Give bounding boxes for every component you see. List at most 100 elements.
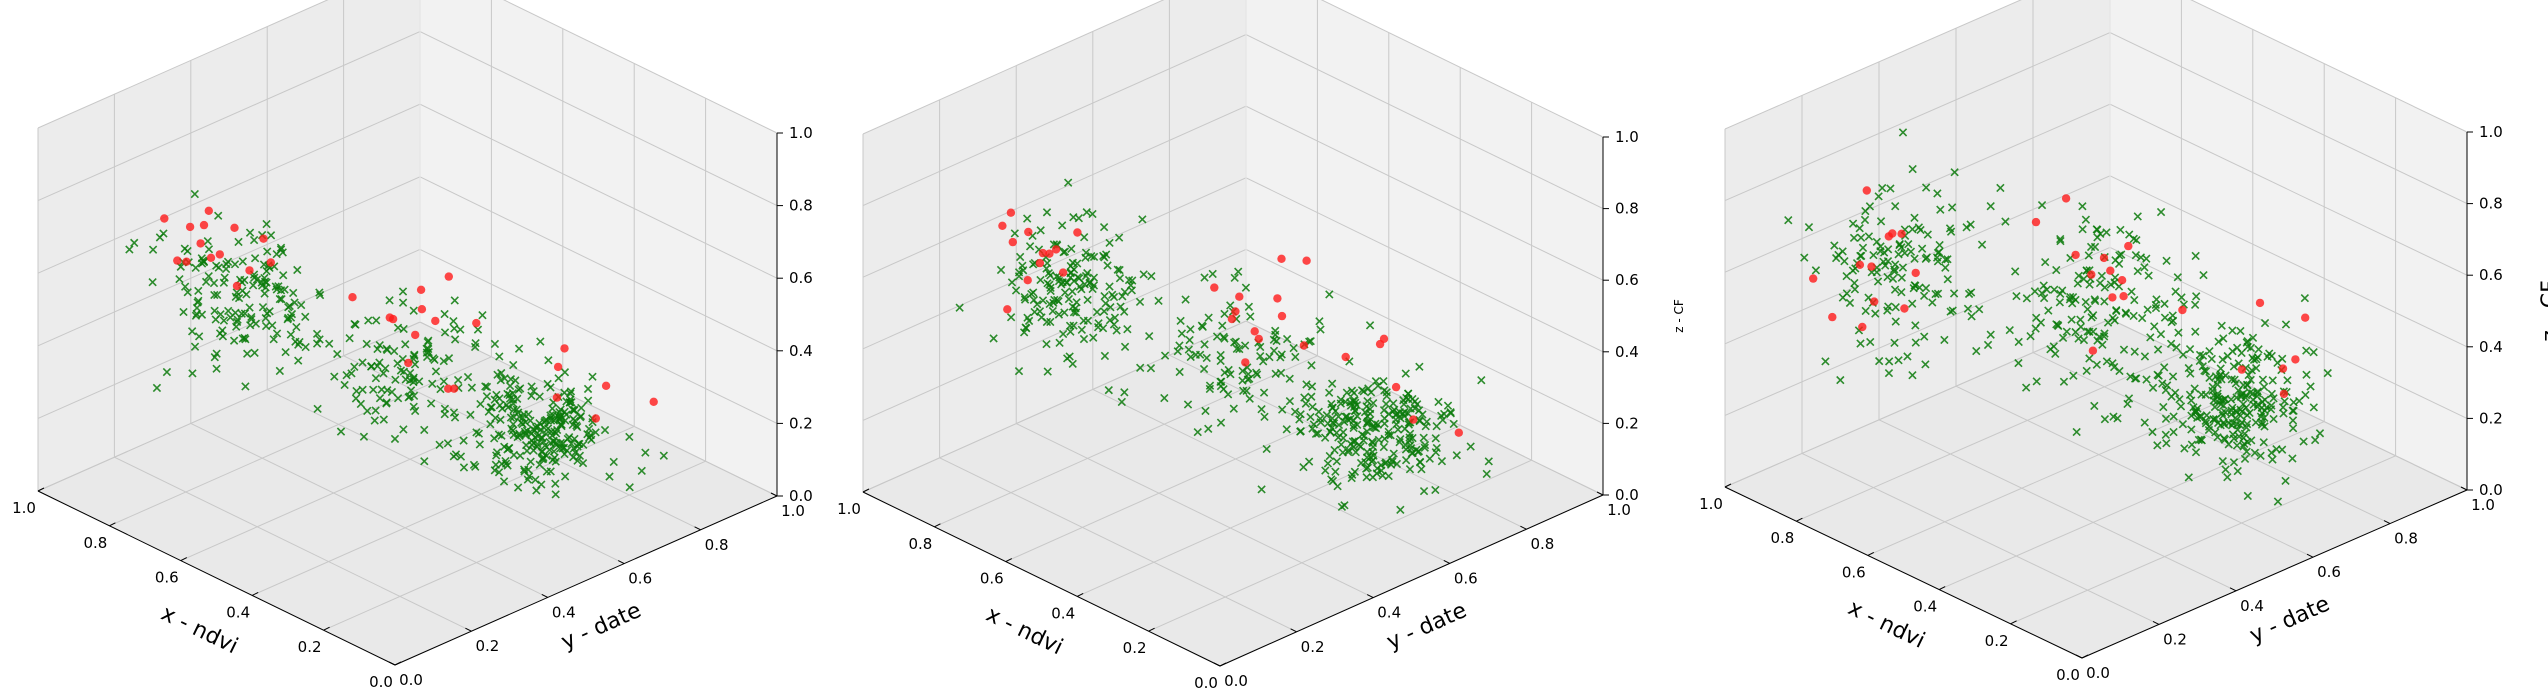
- y-tick-label: 0.4: [2240, 597, 2264, 615]
- data-point-cross: [1323, 459, 1333, 468]
- data-point-cross: [569, 406, 579, 415]
- data-point-cross: [191, 263, 200, 272]
- data-point-cross: [247, 312, 256, 322]
- data-point-dot: [2291, 355, 2300, 364]
- data-point-cross: [1910, 254, 1919, 263]
- x-tick-mark: [1148, 627, 1155, 632]
- data-point-cross: [1201, 406, 1210, 416]
- pane-left: [38, 0, 420, 491]
- data-point-cross: [1285, 396, 1295, 406]
- data-point-cross: [1948, 306, 1957, 315]
- data-point-cross: [558, 444, 567, 453]
- data-point-cross: [399, 324, 408, 334]
- data-point-dot: [1809, 274, 1818, 283]
- series-cross: [955, 178, 1493, 514]
- y-tick-label: 0.6: [2317, 563, 2341, 581]
- data-point-cross: [1921, 283, 1931, 293]
- data-point-cross: [456, 325, 465, 334]
- data-point-cross: [1120, 388, 1129, 397]
- data-point-cross: [187, 327, 197, 336]
- data-point-cross: [1845, 298, 1855, 308]
- data-point-cross: [1036, 275, 1045, 285]
- gridline-z: [37, 0, 778, 134]
- data-point-cross: [2127, 287, 2136, 296]
- data-point-dot: [1302, 256, 1311, 265]
- data-point-cross: [573, 442, 582, 451]
- data-point-cross: [294, 356, 303, 365]
- data-point-dot: [182, 257, 191, 266]
- x-tick-mark: [37, 487, 45, 492]
- data-point-cross: [2218, 457, 2227, 466]
- data-point-cross: [2058, 333, 2068, 343]
- data-point-cross: [369, 385, 378, 394]
- data-point-cross: [1856, 233, 1866, 242]
- data-point-cross: [1378, 471, 1387, 480]
- data-point-cross: [1869, 250, 1878, 260]
- data-point-cross: [2115, 251, 2124, 260]
- data-point-cross: [313, 404, 322, 414]
- data-point-cross: [1908, 164, 1917, 174]
- data-point-cross: [1350, 437, 1360, 446]
- data-point-cross: [1115, 265, 1124, 275]
- data-point-cross: [1021, 323, 1030, 332]
- data-point-cross: [565, 398, 575, 407]
- data-point-cross: [513, 432, 522, 442]
- data-point-cross: [1093, 323, 1103, 332]
- data-point-cross: [1060, 247, 1070, 256]
- data-point-cross: [1986, 202, 1995, 211]
- data-point-cross: [996, 265, 1006, 275]
- x-tick-label: 0.8: [1770, 529, 1794, 547]
- data-point-cross: [2210, 402, 2220, 412]
- data-point-cross: [2148, 427, 2157, 437]
- data-point-cross: [2273, 497, 2283, 506]
- data-point-cross: [2280, 397, 2289, 406]
- data-point-cross: [1396, 505, 1405, 514]
- data-point-cross: [1857, 251, 1866, 261]
- data-point-cross: [2156, 207, 2166, 217]
- data-point-cross: [1204, 313, 1213, 322]
- data-point-cross: [549, 436, 558, 445]
- data-point-cross: [1861, 206, 1870, 216]
- data-point-cross: [2097, 271, 2107, 281]
- data-point-cross: [2100, 283, 2109, 292]
- data-point-cross: [1291, 352, 1300, 362]
- data-point-cross: [1379, 442, 1388, 452]
- data-point-cross: [342, 371, 351, 380]
- data-point-cross: [1906, 247, 1916, 256]
- data-point-cross: [1348, 437, 1358, 446]
- data-point-cross: [1259, 388, 1269, 397]
- data-point-cross: [2150, 322, 2159, 331]
- data-point-cross: [379, 415, 388, 424]
- z-tick-label: 1.0: [789, 124, 813, 142]
- data-point-cross: [2268, 376, 2277, 385]
- data-point-cross: [1307, 382, 1317, 391]
- data-point-cross: [1903, 352, 1912, 361]
- data-point-dot: [552, 393, 562, 402]
- data-point-cross: [1890, 265, 1899, 274]
- x-tick-mark: [1796, 517, 1803, 522]
- data-point-cross: [2055, 298, 2065, 307]
- data-point-cross: [2213, 433, 2222, 442]
- data-point-cross: [2005, 325, 2014, 335]
- data-point-cross: [1842, 271, 1851, 281]
- data-point-cross: [2085, 327, 2094, 336]
- data-point-cross: [1344, 447, 1353, 457]
- data-point-cross: [1216, 418, 1226, 427]
- data-point-cross: [2174, 328, 2183, 337]
- z-tick-label: 0.4: [789, 342, 813, 360]
- data-point-cross: [1176, 316, 1185, 326]
- data-point-dot: [417, 305, 427, 314]
- data-point-cross: [1373, 420, 1382, 429]
- data-point-cross: [383, 386, 392, 395]
- data-point-cross: [212, 349, 221, 358]
- data-point-cross: [1256, 342, 1265, 352]
- data-point-cross: [1883, 256, 1893, 266]
- y-tick-mark: [2306, 553, 2314, 558]
- data-point-cross: [1299, 462, 1308, 472]
- data-point-dot: [1235, 292, 1244, 301]
- data-point-cross: [1042, 208, 1052, 217]
- data-point-cross: [560, 472, 570, 481]
- data-point-cross: [1025, 242, 1035, 251]
- data-point-cross: [2082, 366, 2091, 376]
- data-point-cross: [1858, 243, 1868, 253]
